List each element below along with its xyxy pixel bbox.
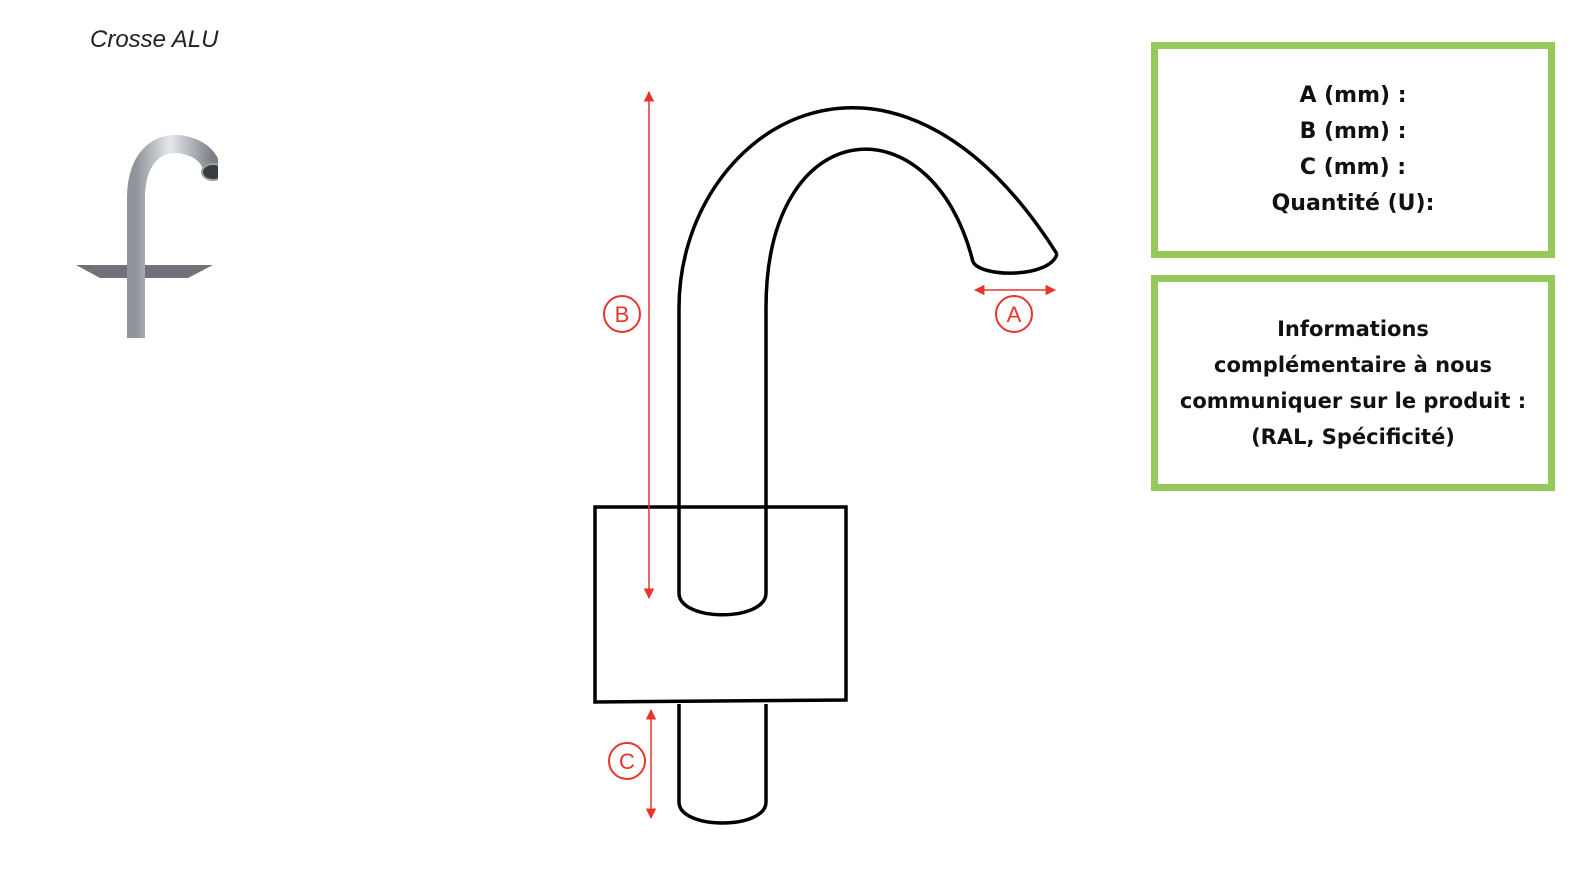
- label-b: B: [603, 295, 641, 333]
- additional-info-box: Informations complémentaire à nous commu…: [1151, 275, 1555, 491]
- field-quantite: Quantité (U):: [1271, 191, 1435, 216]
- info-line-2: complémentaire à nous: [1214, 353, 1492, 377]
- crosse-diagram: B A C: [593, 90, 1059, 825]
- product-title: Crosse ALU: [90, 26, 219, 53]
- pipe-outline: [677, 105, 1059, 825]
- svg-text:A: A: [1007, 302, 1022, 327]
- label-a: A: [995, 295, 1033, 333]
- field-b-mm: B (mm) :: [1299, 119, 1407, 144]
- info-line-4: (RAL, Spécificité): [1251, 425, 1455, 449]
- collar-plate: [593, 505, 848, 704]
- product-photo: [76, 134, 218, 338]
- label-c: C: [608, 742, 646, 780]
- info-line-1: Informations: [1277, 317, 1429, 341]
- dimensions-box: A (mm) : B (mm) : C (mm) : Quantité (U):: [1151, 42, 1555, 258]
- info-line-3: communiquer sur le produit :: [1179, 389, 1527, 413]
- svg-text:B: B: [615, 302, 630, 327]
- field-a-mm: A (mm) :: [1299, 83, 1407, 108]
- field-c-mm: C (mm) :: [1299, 155, 1407, 180]
- svg-text:C: C: [619, 749, 635, 774]
